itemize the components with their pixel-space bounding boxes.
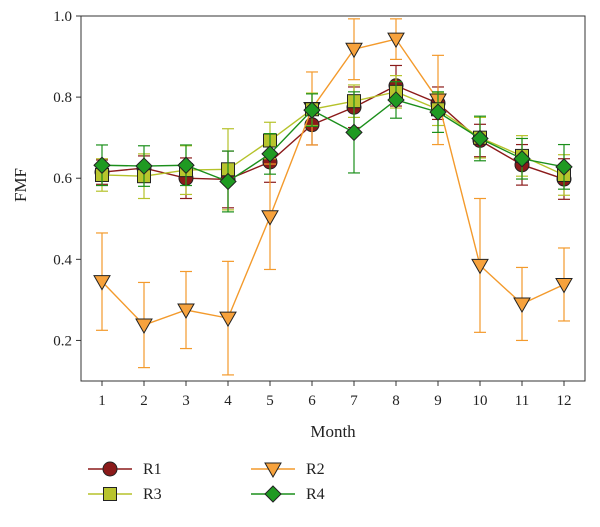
series-r2-point-5: [261, 210, 279, 226]
y-tick-label-0-6: 0.6: [53, 171, 72, 187]
legend-swatch-marker-r3: [103, 487, 117, 501]
x-tick-label-10: 10: [473, 393, 488, 409]
legend-item-r3: R3: [88, 486, 162, 503]
series-r2-line: [101, 38, 565, 326]
series-r2-point-11: [513, 297, 531, 313]
axes-layer: 1 2 3 4 5 6 7 8 9 10 11 120.20.40.60.81.0: [53, 9, 571, 409]
series-r4-point-8: [387, 91, 405, 109]
series-r4-line: [101, 99, 565, 183]
legend-label-r4: R4: [306, 486, 325, 503]
x-tick-label-2: 2: [140, 393, 148, 409]
y-axis-title: FMF: [11, 168, 30, 202]
series-r4-point-2: [135, 157, 153, 175]
series-r2: [93, 18, 573, 376]
series-r2-point-1: [93, 275, 111, 291]
series-r2-point-7: [345, 42, 363, 59]
series-r2-point-10: [471, 258, 489, 275]
x-tick-label-8: 8: [392, 393, 400, 409]
legend-item-r1: R1: [88, 461, 162, 478]
legend-label-r1: R1: [143, 461, 162, 478]
legend-swatch-marker-r2: [264, 462, 282, 479]
series-layer: [93, 18, 573, 376]
series-r4-point-12: [555, 158, 573, 176]
legend-swatch-marker-r1: [102, 461, 118, 477]
series-r4-point-6: [303, 101, 321, 119]
series-r4-point-10: [471, 129, 489, 148]
x-tick-label-12: 12: [557, 393, 572, 409]
x-tick-label-5: 5: [266, 393, 274, 409]
series-r3: [95, 75, 571, 211]
y-tick-label-0-4: 0.4: [53, 252, 72, 268]
plot-frame: [80, 15, 586, 382]
series-r3-line: [101, 91, 565, 177]
series-r2-point-8: [387, 32, 405, 49]
legend-label-r2: R2: [306, 461, 325, 478]
y-tick-label-0-8: 0.8: [53, 90, 72, 106]
legend-item-r2: R2: [251, 461, 325, 479]
series-r2-point-4: [219, 311, 237, 328]
y-tick-label-0-2: 0.2: [53, 333, 72, 349]
x-tick-label-7: 7: [350, 393, 358, 409]
legend: R1 R2 R3 R4: [88, 461, 325, 503]
series-r4-point-3: [177, 156, 195, 174]
series-r4-point-9: [429, 103, 447, 121]
series-r4: [93, 81, 573, 213]
series-r4-point-1: [93, 156, 111, 174]
x-tick-label-6: 6: [308, 393, 316, 409]
legend-label-r3: R3: [143, 486, 162, 503]
legend-item-r4: R4: [251, 485, 325, 503]
series-r1: [94, 64, 572, 209]
x-tick-label-3: 3: [182, 393, 190, 409]
x-tick-label-9: 9: [434, 393, 442, 409]
x-tick-label-11: 11: [515, 393, 529, 409]
y-tick-label-1-0: 1.0: [53, 9, 72, 25]
series-r4-point-4: [219, 172, 237, 191]
x-tick-label-1: 1: [98, 393, 106, 409]
series-r4-point-7: [345, 123, 363, 142]
series-r4-point-11: [513, 150, 531, 168]
series-r4-point-5: [261, 145, 279, 163]
series-r2-point-12: [555, 277, 573, 294]
x-tick-label-4: 4: [224, 393, 232, 409]
series-r2-point-3: [177, 303, 195, 320]
series-r2-point-2: [135, 318, 153, 335]
x-axis-title: Month: [310, 422, 356, 441]
legend-swatch-marker-r4: [264, 485, 282, 503]
